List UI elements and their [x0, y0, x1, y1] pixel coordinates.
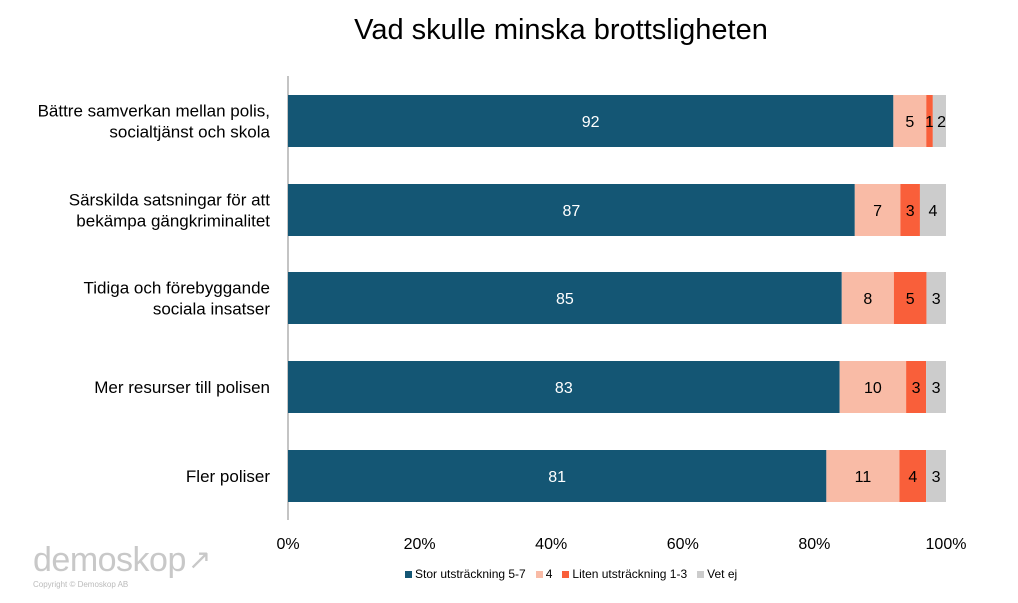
data-label: 3	[906, 203, 915, 220]
category-label: sociala insatser	[153, 300, 271, 319]
x-tick-label: 40%	[535, 536, 567, 553]
legend-label: Stor utsträckning 5-7	[415, 567, 526, 581]
bar-segment	[841, 272, 894, 324]
bar-segment	[288, 95, 894, 147]
bar-segment	[893, 95, 927, 147]
bar-segment	[839, 361, 907, 413]
data-label: 87	[562, 203, 580, 220]
bar-segment	[893, 272, 927, 324]
legend-label: Vet ej	[707, 567, 738, 581]
data-label: 3	[932, 380, 941, 397]
legend-item: 4	[535, 567, 553, 581]
legend-item: Stor utsträckning 5-7	[405, 567, 526, 581]
logo-arrow-icon: ↗	[187, 544, 212, 575]
data-label: 3	[932, 469, 941, 486]
category-label: socialtjänst och skola	[109, 123, 270, 142]
x-tick-label: 20%	[404, 536, 436, 553]
legend-swatch	[562, 571, 570, 578]
data-label: 10	[864, 380, 882, 397]
data-label: 3	[912, 380, 921, 397]
chart-title: Vad skulle minska brottsligheten	[354, 14, 768, 46]
category-label: Bättre samverkan mellan polis,	[38, 102, 270, 121]
x-tick-label: 100%	[926, 536, 967, 553]
bar-segment	[854, 184, 901, 236]
bar-segment	[926, 361, 946, 413]
data-label: 81	[548, 469, 566, 486]
data-label: 3	[932, 291, 941, 308]
legend-label: 4	[545, 567, 553, 581]
legend-item: Vet ej	[697, 567, 737, 581]
x-tick-label: 60%	[667, 536, 699, 553]
data-label: 4	[908, 469, 917, 486]
data-label: 1	[925, 114, 934, 131]
bar-segment	[288, 184, 855, 236]
data-label: 85	[556, 291, 574, 308]
data-label: 11	[855, 469, 872, 486]
data-label: 5	[905, 114, 914, 131]
data-label: 8	[863, 291, 872, 308]
legend-swatch	[405, 571, 412, 578]
category-label: Mer resurser till polisen	[94, 378, 270, 397]
bar-segment	[926, 450, 946, 502]
legend-swatch	[535, 571, 543, 578]
bar-segment	[926, 272, 946, 324]
bar-segment	[906, 361, 927, 413]
bar-segment	[899, 450, 927, 502]
bar-segment	[288, 361, 840, 413]
bar-segment	[826, 450, 900, 502]
bar-segment	[926, 95, 933, 147]
legend: Stor utsträckning 5-7 4 Liten utsträckning…	[405, 567, 737, 581]
bar-segment	[932, 95, 946, 147]
data-label: 7	[873, 203, 882, 220]
data-label: 83	[555, 380, 573, 397]
bar-segment	[288, 450, 827, 502]
bar-segment	[919, 184, 946, 236]
data-label: 92	[582, 114, 600, 131]
data-label: 5	[906, 291, 915, 308]
category-label: Tidiga och förebyggande	[83, 279, 270, 298]
x-tick-label: 0%	[276, 536, 299, 553]
bar-segment	[288, 272, 842, 324]
data-label: 2	[937, 114, 946, 131]
demoskop-logo: demoskop Copyright © Demoskop AB ↗	[33, 542, 211, 590]
legend-label: Liten utsträckning 1-3	[572, 567, 688, 581]
legend-item: Liten utsträckning 1-3	[562, 567, 687, 581]
x-tick-label: 80%	[798, 536, 830, 553]
bar-segment	[900, 184, 920, 236]
data-label: 4	[929, 203, 938, 220]
category-label: Fler poliser	[186, 467, 270, 486]
category-label: Särskilda satsningar för att	[69, 191, 271, 210]
logo-wordmark: demoskop	[33, 541, 186, 579]
category-label: bekämpa gängkriminalitet	[76, 212, 270, 231]
legend-swatch	[697, 571, 705, 578]
copyright: Copyright © Demoskop AB	[33, 580, 129, 589]
